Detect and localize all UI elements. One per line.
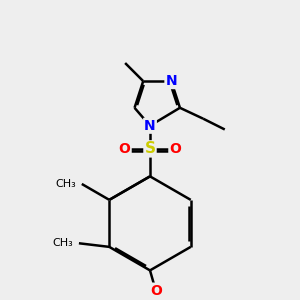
Text: N: N (144, 119, 156, 133)
Text: N: N (165, 74, 177, 88)
Text: S: S (145, 141, 155, 156)
Text: O: O (169, 142, 181, 156)
Text: O: O (150, 284, 162, 298)
Text: CH₃: CH₃ (55, 179, 76, 189)
Text: CH₃: CH₃ (52, 238, 73, 248)
Text: O: O (119, 142, 130, 156)
